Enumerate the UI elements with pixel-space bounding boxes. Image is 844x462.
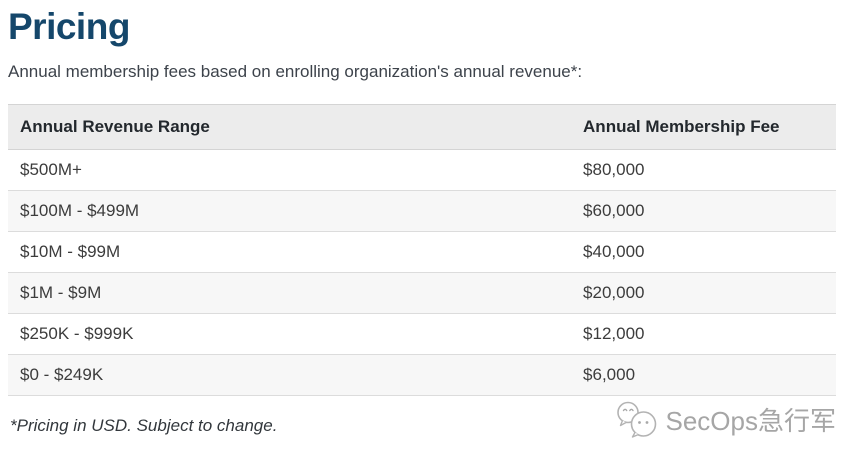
revenue-range-cell: $500M+ [8,149,572,192]
table-header-row: Annual Revenue Range Annual Membership F… [8,104,836,151]
revenue-range-cell: $10M - $99M [8,231,572,274]
page-subtitle: Annual membership fees based on enrollin… [8,61,583,81]
membership-fee-cell: $60,000 [571,190,836,233]
table-row: $0 - $249K $6,000 [8,354,836,397]
table-row: $500M+ $80,000 [8,149,836,192]
membership-fee-cell: $40,000 [571,231,836,274]
revenue-range-cell: $0 - $249K [8,354,572,397]
table-row: $10M - $99M $40,000 [8,231,836,274]
pricing-page: Pricing Annual membership fees based on … [8,6,836,436]
pricing-table: Annual Revenue Range Annual Membership F… [8,104,836,397]
column-header-revenue-range: Annual Revenue Range [8,104,572,151]
membership-fee-cell: $6,000 [571,354,836,397]
membership-fee-cell: $20,000 [571,272,836,315]
membership-fee-cell: $80,000 [571,149,836,192]
pricing-table-body: $500M+ $80,000 $100M - $499M $60,000 $10… [8,149,836,397]
revenue-range-cell: $100M - $499M [8,190,572,233]
column-header-membership-fee: Annual Membership Fee [571,104,836,151]
pricing-footnote: *Pricing in USD. Subject to change. [10,416,278,436]
table-row: $250K - $999K $12,000 [8,313,836,356]
membership-fee-cell: $12,000 [571,313,836,356]
page-title: Pricing [8,6,130,47]
revenue-range-cell: $250K - $999K [8,313,572,356]
table-row: $100M - $499M $60,000 [8,190,836,233]
revenue-range-cell: $1M - $9M [8,272,572,315]
table-row: $1M - $9M $20,000 [8,272,836,315]
